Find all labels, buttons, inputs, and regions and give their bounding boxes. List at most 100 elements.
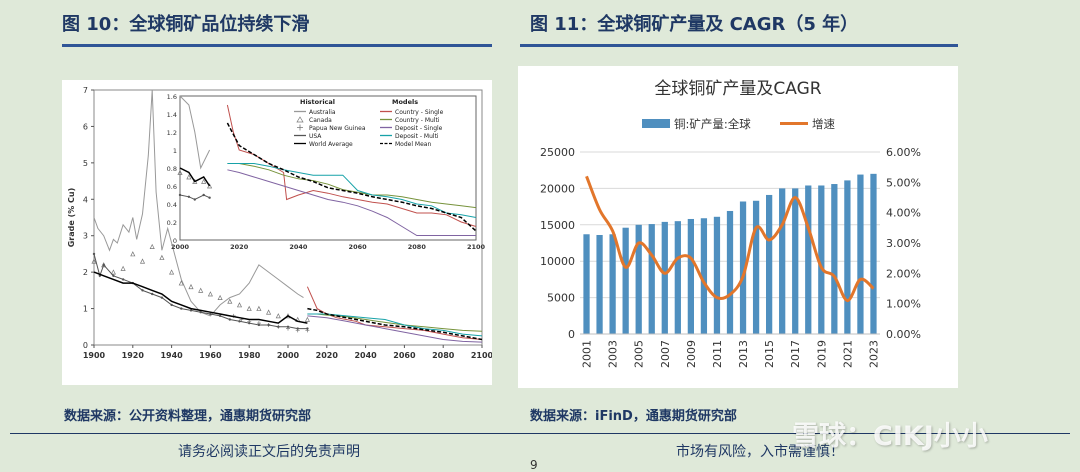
grade-series-country-single-line [306,286,483,340]
inset-x-tick-label: 2100 [467,243,486,251]
grade-series-model-mean-line [307,307,483,341]
grade-series-usa-point [286,325,290,328]
grade-x-tick-label: 1920 [122,351,145,360]
left-figure-title: 图 10：全球铜矿品位持续下滑 [62,14,310,35]
production-x-tick-label: 2021 [841,340,854,368]
inset-series-model-mean-line [226,122,477,232]
grade-series-usa-point [199,311,202,314]
inset-series-australia-line [179,95,211,170]
production-x-tick-label: 2011 [711,340,724,368]
inset-y-tick-label: 1.4 [167,111,177,119]
watermark: 雪球：CIKJ小小 [792,421,988,452]
inset-x-tick-label: 2020 [230,243,249,251]
grade-series-canada-point [236,302,243,308]
grade-series-canada-point [256,305,262,311]
production-y-left-tick-label: 15000 [540,219,575,232]
grade-series-canada-point [130,251,136,257]
grade-x-tick-label: 1940 [160,351,183,360]
grade-y-tick-label: 4 [83,195,88,204]
legend-label-growth: 增速 [812,117,835,131]
grade-x-tick-label: 1960 [199,351,222,360]
production-bar [687,218,694,334]
inset-series-canada-point [201,178,207,184]
grade-series-usa-point [248,321,251,325]
grade-series-australia-line [93,89,304,317]
inset-series-canada-point [177,169,183,175]
production-x-tick-label: 2015 [763,340,776,368]
inset-x-tick-label: 2060 [349,243,368,251]
grade-x-tick-label: 2020 [316,351,339,360]
grade-series-usa-point [238,320,241,323]
grade-series-canada-point [304,316,310,322]
grade-y-tick-label: 3 [83,232,88,241]
inset-y-tick-label: 0 [173,237,177,245]
grade-series-usa-point [277,325,280,328]
production-bar [648,224,655,334]
grade-series-usa-point [257,323,261,327]
grade-series-usa-point [306,327,309,330]
grade-series-usa-point [228,318,231,321]
grade-series-usa-point [180,307,183,310]
grade-series-deposit-multi-line [307,313,483,337]
grade-x-tick-label: 2000 [277,351,300,360]
inset-series-usa-point [208,196,211,199]
production-y-right-tick-label: 2.00% [886,267,921,280]
legend-label-world-average: World Average [309,141,353,148]
grade-series-usa-point [92,252,96,256]
legend-label-papua-new-guinea: Papua New Guinea [309,125,366,132]
legend-historical-title: Historical [300,98,335,106]
inset-series-usa-point [193,198,196,201]
grade-series-usa-point [218,314,222,318]
grade-y-tick-label: 7 [83,86,88,95]
grade-series-usa-point [151,292,154,296]
grade-x-tick-label: 2060 [393,351,416,360]
legend-swatch-papua-new-guinea [297,124,303,131]
inset-series-deposit-multi-line [227,163,477,218]
production-bar [779,188,786,334]
inset-series-usa-point [178,193,182,197]
production-y-left-tick-label: 20000 [540,182,575,195]
production-x-tick-label: 2009 [685,340,698,368]
legend-swatch-production [642,119,670,128]
grade-series-usa-point [189,309,193,312]
grade-series-usa-point [267,323,270,327]
production-chart-panel: 全球铜矿产量及CAGR 铜:矿产量:全球 增速 0 5000 10000 15000 2000… [518,66,958,388]
production-bar [870,173,877,334]
grade-series-usa-point [121,278,125,281]
inset-y-tick-label: 0.2 [167,219,177,227]
production-bar [583,234,590,334]
left-title-rule [62,44,492,47]
page-number: 9 [530,458,538,472]
grade-main-series [91,89,483,343]
inset-series-canada-point [207,183,213,189]
production-bar [857,174,864,334]
grade-series-canada-point [275,313,281,319]
production-y-left-tick-label: 0 [568,328,575,341]
grade-series-deposit-single-line [307,315,483,343]
grade-series-canada-point [91,258,97,264]
grade-chart: 0 1 2 3 4 5 6 7 1900 1920 1940 1960 1980 2000 2020 2040… [67,86,494,360]
inset-x-tick-label: 2000 [171,243,190,251]
inset-series-deposit-single-line [227,169,476,236]
legend-label-australia: Australia [309,109,336,116]
inset-y-tick-label: 0.6 [167,183,177,191]
grade-series-canada-point [246,305,252,311]
production-x-tick-label: 2001 [581,340,594,368]
production-bar [609,234,616,334]
growth-line [585,175,875,303]
legend-label-deposit-single: Deposit - Single [395,125,443,132]
legend-swatch-canada [296,116,304,123]
production-chart: 全球铜矿产量及CAGR 铜:矿产量:全球 增速 0 5000 10000 15000 2000… [540,79,921,368]
grade-series-canada-point [266,309,272,315]
production-x-tick-label: 2017 [789,340,802,368]
grade-series-canada-point [178,280,184,286]
legend-label-model-mean: Model Mean [395,141,431,148]
legend-label-deposit-multi: Deposit - Multi [395,133,439,140]
grade-y-tick-label: 2 [83,268,88,277]
grade-x-tick-label: 2100 [471,351,492,360]
legend-label-production: 铜:矿产量:全球 [674,117,751,131]
production-bar [622,227,629,334]
inset-series [177,95,477,236]
production-y-left-tick-label: 5000 [547,292,575,305]
inset-series-country-multi-line [227,163,477,209]
